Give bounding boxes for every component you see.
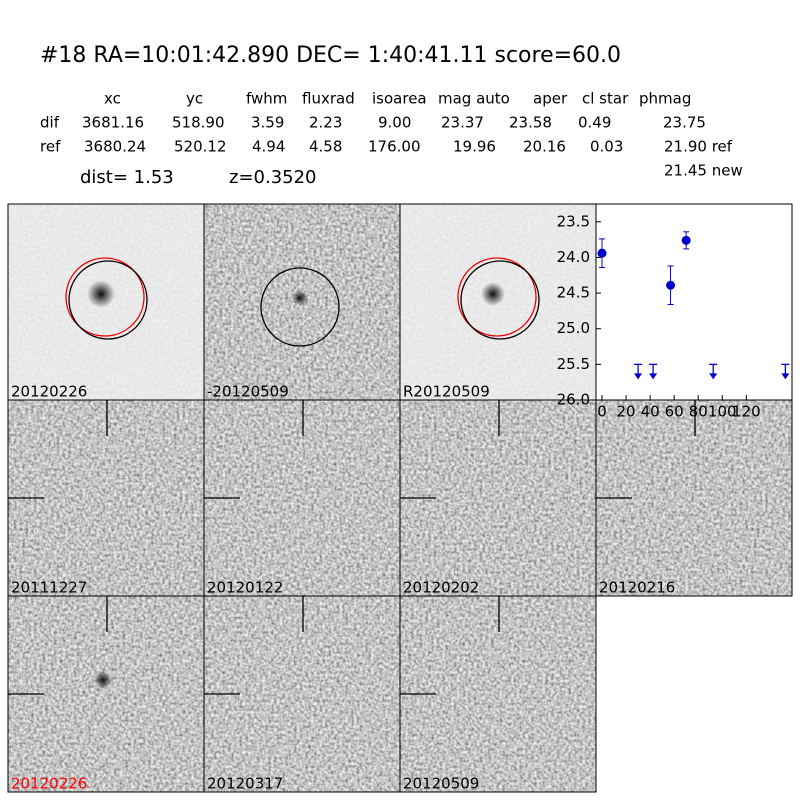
table-cell: 9.00 [378,114,411,132]
x-tick-label: 60 [665,403,684,421]
frame [399,595,597,793]
table-cell: 21.90 ref [664,138,733,156]
stamp-label: 20120202 [403,579,479,597]
stamp-label: 20120122 [207,579,283,597]
stamp-label: 20120216 [599,579,675,597]
x-tick-label: 0 [597,403,607,421]
table-cell: 4.58 [309,138,342,156]
table-cell: 0.49 [578,114,611,132]
source [481,282,505,306]
column-header: aper [533,90,568,108]
column-header: isoarea [372,90,427,108]
column-header: mag auto [438,90,510,108]
table-cell: 23.75 [663,114,706,132]
stamp-label: R20120509 [403,383,490,401]
source [94,671,112,689]
plot-area [595,203,793,401]
table-cell: 518.90 [172,114,225,132]
extra-mag: 21.45 new [664,162,743,180]
y-tick-label: 25.5 [557,355,590,373]
y-tick-label: 24.0 [557,248,590,266]
stamp-label: 20120509 [403,775,479,793]
aperture [260,267,340,347]
source [292,290,308,306]
table-cell: 2.23 [309,114,342,132]
table-cell: 176.00 [368,138,421,156]
table-cell: 23.37 [441,114,484,132]
x-tick-label: 40 [641,403,660,421]
table-cell: 23.58 [509,114,552,132]
column-header: xc [104,90,121,108]
title: #18 RA=10:01:42.890 DEC= 1:40:41.11 scor… [40,43,621,68]
table-cell: 520.12 [174,138,227,156]
point [597,248,607,258]
column-header: phmag [639,90,691,108]
x-tick-label: 80 [689,403,708,421]
table-cell: 3.59 [251,114,284,132]
table-cell: dif [40,114,60,132]
table-cell: 4.94 [252,138,285,156]
y-tick-label: 23.5 [557,212,590,230]
limit-arrow [781,373,790,380]
limit-arrow [634,373,643,380]
source [87,280,115,308]
aperture [65,257,145,337]
x-tick-label: 20 [617,403,636,421]
table-cell: ref [40,138,61,156]
point [666,280,676,290]
stamp-label: 20111227 [11,579,87,597]
table-cell: 19.96 [453,138,496,156]
aperture [68,260,148,340]
aperture [457,257,537,337]
stamp-label: 20120317 [207,775,283,793]
limit-arrow [649,373,658,380]
table-cell: 3680.24 [84,138,146,156]
column-header: fluxrad [302,90,355,108]
limit-arrow [709,373,718,380]
table-cell: 3681.16 [82,114,144,132]
y-tick-label: 25.0 [557,319,590,337]
column-header: fwhm [246,90,287,108]
point [681,235,691,245]
aperture [460,260,540,340]
column-header: cl star [582,90,629,108]
table-cell: 0.03 [590,138,623,156]
stamp-label: -20120509 [207,383,289,401]
table-cell: 20.16 [523,138,566,156]
x-tick-label: 120 [732,403,761,421]
stamp-label: 20120226 [11,383,87,401]
redshift: z=0.3520 [229,167,317,188]
x-tick-label: 100 [708,403,737,421]
y-tick-label: 26.0 [557,391,590,409]
stamp-label: 20120226 [11,775,87,793]
y-tick-label: 24.5 [557,284,590,302]
dist: dist= 1.53 [80,167,174,188]
column-header: yc [186,90,203,108]
